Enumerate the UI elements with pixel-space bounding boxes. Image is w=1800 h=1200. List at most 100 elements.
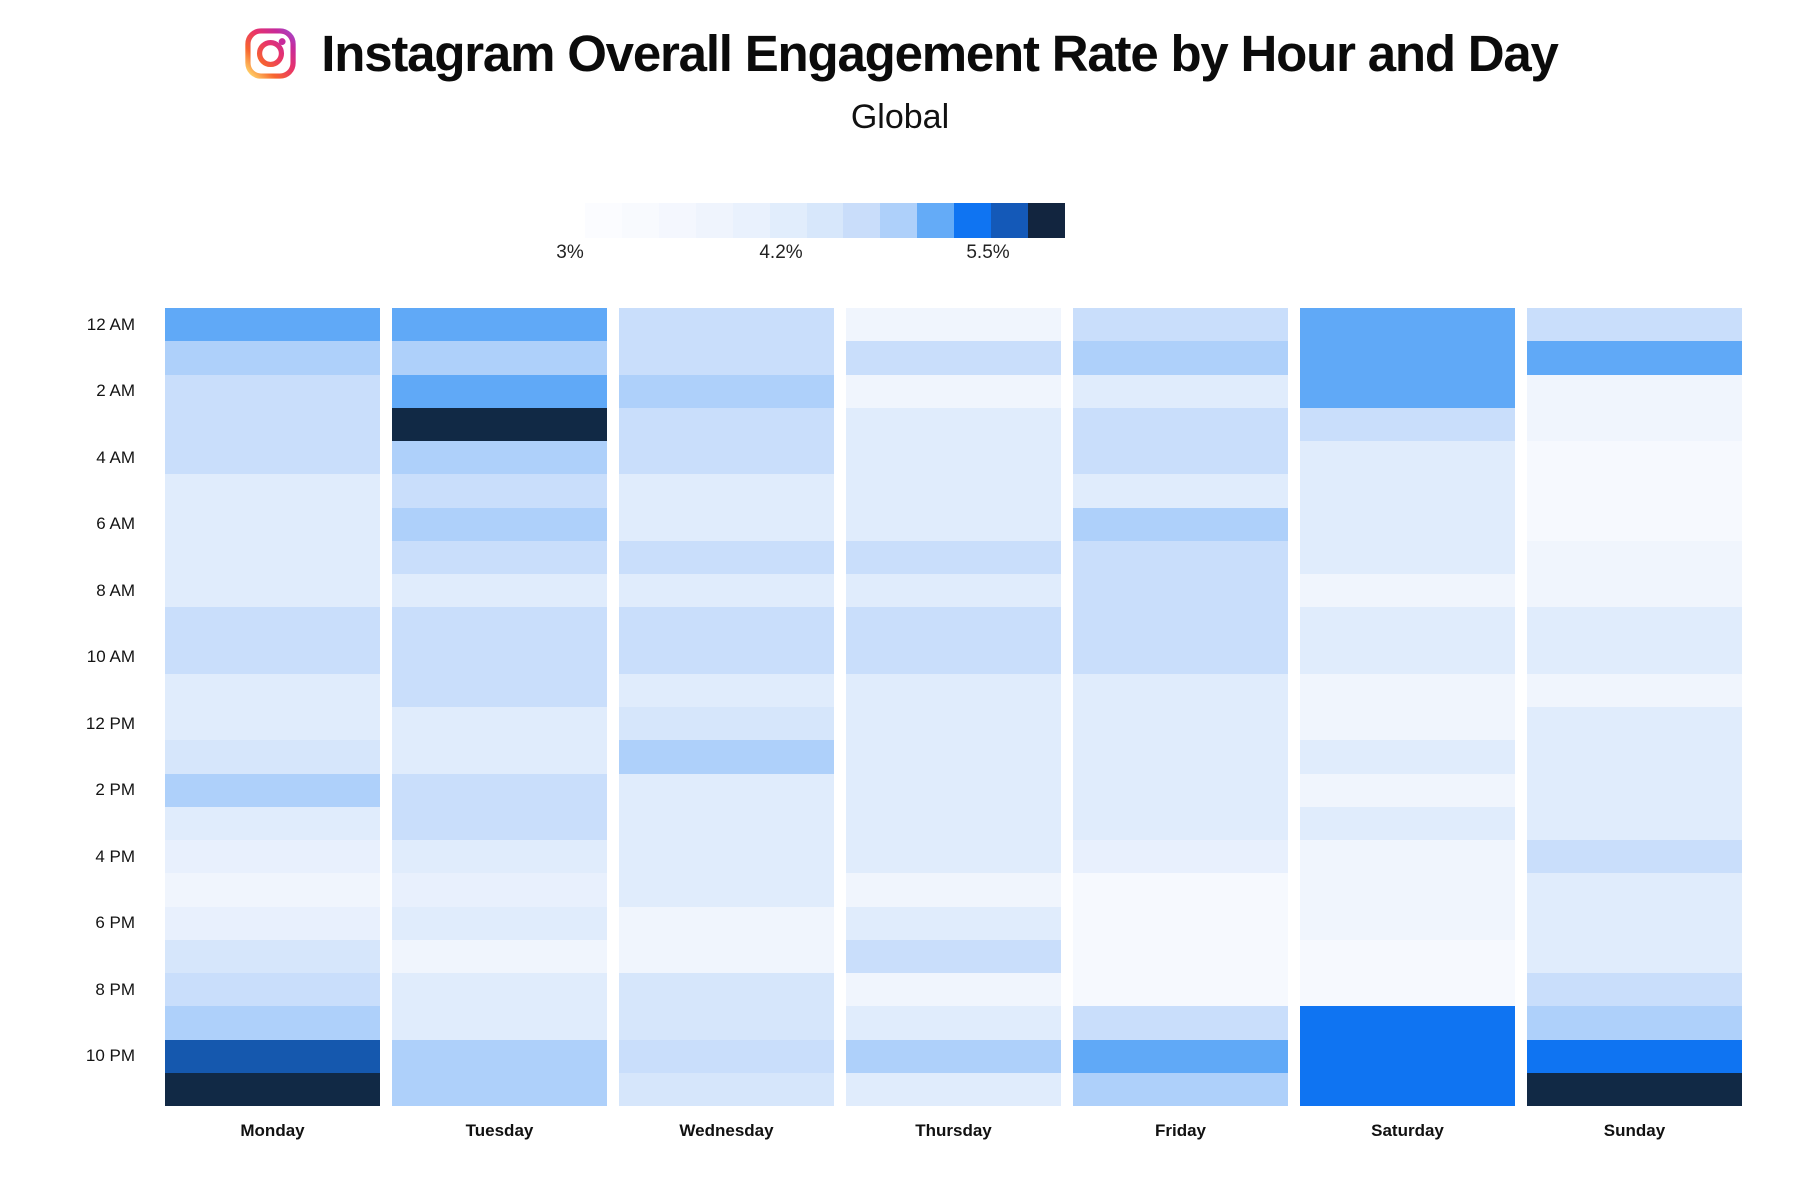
heatmap-cell bbox=[165, 374, 380, 408]
hour-tick-label: 4 PM bbox=[95, 846, 135, 866]
legend-color-band bbox=[880, 203, 918, 238]
heatmap-cell bbox=[846, 540, 1061, 574]
heatmap-cell bbox=[392, 507, 607, 541]
legend-color-band bbox=[1028, 203, 1065, 238]
heatmap-cell bbox=[1073, 507, 1288, 541]
heatmap-cell bbox=[165, 773, 380, 807]
heatmap-cell bbox=[1073, 707, 1288, 741]
heatmap-cell bbox=[392, 540, 607, 574]
heatmap-cell bbox=[1300, 707, 1515, 741]
heatmap-cell bbox=[1073, 806, 1288, 840]
heatmap-cell bbox=[1527, 673, 1742, 707]
instagram-icon bbox=[245, 28, 296, 79]
heatmap-grid bbox=[165, 308, 1742, 1106]
day-label-friday: Friday bbox=[1154, 1121, 1207, 1140]
heatmap-cell bbox=[619, 1006, 834, 1040]
heatmap-cell bbox=[1527, 1039, 1742, 1073]
legend-color-band bbox=[954, 203, 992, 238]
heatmap-cell bbox=[846, 607, 1061, 641]
heatmap-cell bbox=[619, 507, 834, 541]
heatmap-cell bbox=[392, 640, 607, 674]
heatmap-cell bbox=[846, 507, 1061, 541]
day-column-tuesday bbox=[392, 308, 607, 1106]
heatmap-cell bbox=[392, 906, 607, 940]
legend-color-band bbox=[991, 203, 1029, 238]
heatmap-cell bbox=[1300, 840, 1515, 874]
chart-header: Instagram Overall Engagement Rate by Hou… bbox=[0, 24, 1800, 137]
heatmap-cell bbox=[1300, 1072, 1515, 1106]
heatmap-cell bbox=[1527, 341, 1742, 375]
heatmap-cell bbox=[619, 806, 834, 840]
heatmap-cell bbox=[392, 773, 607, 807]
heatmap-cell bbox=[619, 773, 834, 807]
heatmap-cell bbox=[392, 840, 607, 874]
heatmap-cell bbox=[846, 973, 1061, 1007]
heatmap-cell bbox=[619, 840, 834, 874]
heatmap-cell bbox=[165, 1006, 380, 1040]
heatmap-cell bbox=[619, 341, 834, 375]
heatmap-cell bbox=[619, 939, 834, 973]
heatmap-cell bbox=[846, 873, 1061, 907]
legend-color-band bbox=[917, 203, 955, 238]
heatmap-cell bbox=[846, 374, 1061, 408]
heatmap-cell bbox=[1527, 1072, 1742, 1106]
heatmap-cell bbox=[1527, 1006, 1742, 1040]
day-label-thursday: Thursday bbox=[915, 1121, 992, 1140]
day-label-tuesday: Tuesday bbox=[465, 1121, 534, 1140]
heatmap-cell bbox=[1300, 474, 1515, 508]
heatmap-cell bbox=[165, 308, 380, 342]
heatmap-cell bbox=[165, 973, 380, 1007]
heatmap-cell bbox=[165, 740, 380, 774]
legend-color-band bbox=[585, 203, 622, 238]
heatmap-cell bbox=[619, 441, 834, 475]
heatmap-cell bbox=[619, 640, 834, 674]
heatmap-cell bbox=[846, 673, 1061, 707]
heatmap-cell bbox=[1527, 973, 1742, 1007]
heatmap-cell bbox=[392, 973, 607, 1007]
heatmap-cell bbox=[619, 673, 834, 707]
heatmap-cell bbox=[1073, 840, 1288, 874]
legend-min-label: 3% bbox=[556, 242, 584, 263]
heatmap-cell bbox=[1073, 374, 1288, 408]
legend-color-band bbox=[695, 203, 733, 238]
day-column-thursday bbox=[846, 308, 1061, 1106]
heatmap-cell bbox=[165, 474, 380, 508]
legend-color-band bbox=[769, 203, 807, 238]
heatmap-cell bbox=[392, 441, 607, 475]
heatmap-cell bbox=[1073, 308, 1288, 342]
heatmap-cell bbox=[165, 939, 380, 973]
legend-color-band bbox=[658, 203, 696, 238]
heatmap-cell bbox=[1073, 540, 1288, 574]
heatmap-cell bbox=[165, 574, 380, 608]
heatmap-cell bbox=[846, 840, 1061, 874]
heatmap-cell bbox=[1073, 640, 1288, 674]
heatmap-cell bbox=[619, 574, 834, 608]
heatmap-cell bbox=[1300, 374, 1515, 408]
heatmap-cell bbox=[619, 474, 834, 508]
day-label-wednesday: Wednesday bbox=[679, 1121, 774, 1140]
hour-tick-label: 8 AM bbox=[96, 580, 135, 600]
heatmap-cell bbox=[619, 308, 834, 342]
hour-tick-label: 6 PM bbox=[95, 913, 135, 933]
heatmap-cell bbox=[165, 673, 380, 707]
hour-tick-label: 6 AM bbox=[96, 514, 135, 534]
heatmap-cell bbox=[846, 574, 1061, 608]
heatmap-cell bbox=[619, 873, 834, 907]
heatmap-cell bbox=[619, 906, 834, 940]
heatmap-cell bbox=[392, 341, 607, 375]
heatmap-cell bbox=[392, 939, 607, 973]
heatmap-cell bbox=[1300, 673, 1515, 707]
heatmap-cell bbox=[846, 474, 1061, 508]
day-column-saturday bbox=[1300, 308, 1515, 1106]
legend-max-label: 5.5% bbox=[966, 242, 1010, 263]
heatmap-cell bbox=[846, 707, 1061, 741]
heatmap-cell bbox=[392, 607, 607, 641]
heatmap-cell bbox=[1073, 474, 1288, 508]
heatmap-cell bbox=[1073, 574, 1288, 608]
heatmap-cell bbox=[1300, 906, 1515, 940]
heatmap-cell bbox=[1300, 973, 1515, 1007]
day-label-monday: Monday bbox=[240, 1121, 305, 1140]
heatmap-cell bbox=[392, 707, 607, 741]
heatmap-cell bbox=[1300, 540, 1515, 574]
